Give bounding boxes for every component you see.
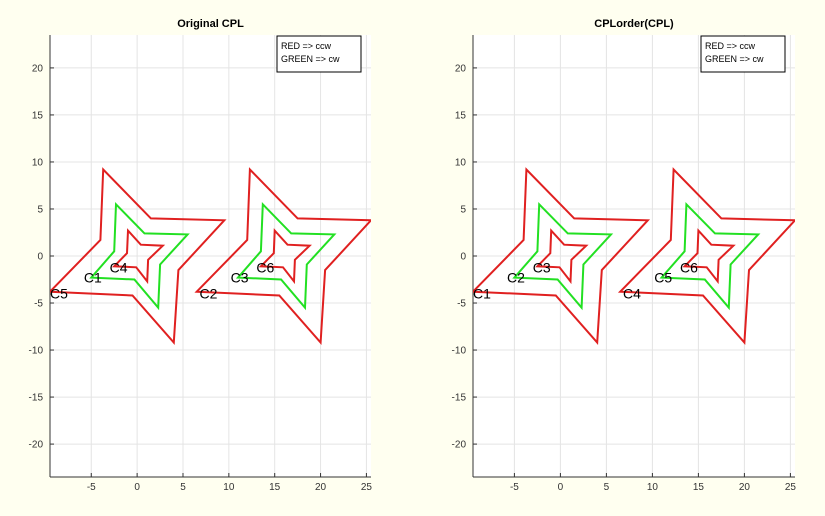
x-tick-label: -5 bbox=[510, 482, 519, 493]
contour-label: C3 bbox=[231, 270, 249, 286]
legend: RED => ccw GREEN => cw bbox=[276, 35, 362, 73]
contour-line-2 bbox=[89, 201, 190, 311]
legend-entry: GREEN => cw bbox=[705, 54, 764, 64]
contour-label: C3 bbox=[533, 259, 551, 275]
x-tick-label: 15 bbox=[269, 482, 281, 493]
x-tick-label: 0 bbox=[134, 482, 140, 493]
y-tick-label: -20 bbox=[29, 440, 44, 451]
x-tick-label: 20 bbox=[315, 482, 327, 493]
x-tick-label: 10 bbox=[223, 482, 235, 493]
x-tick-label: 5 bbox=[604, 482, 610, 493]
contour-label: C2 bbox=[199, 286, 217, 302]
contour-line-3 bbox=[535, 228, 589, 285]
contour-line-4 bbox=[194, 167, 371, 345]
contour-line-5 bbox=[659, 201, 761, 311]
y-tick-label: 10 bbox=[32, 157, 44, 168]
y-tick-label: 5 bbox=[460, 204, 466, 215]
contour-label: C2 bbox=[507, 270, 525, 286]
contour-label: C1 bbox=[473, 286, 491, 302]
y-tick-label: 20 bbox=[455, 63, 467, 74]
legend-entry: RED => ccw bbox=[281, 41, 332, 51]
legend-box bbox=[276, 35, 362, 73]
y-tick-label: 5 bbox=[37, 204, 43, 215]
chart-title: Original CPL bbox=[177, 18, 244, 30]
y-tick-label: -5 bbox=[457, 299, 466, 310]
contour-line-2 bbox=[512, 201, 614, 311]
x-tick-label: 10 bbox=[647, 482, 659, 493]
y-tick-label: -15 bbox=[29, 393, 44, 404]
y-tick-label: 0 bbox=[37, 252, 43, 263]
y-tick-label: -20 bbox=[452, 440, 467, 451]
x-tick-label: 0 bbox=[558, 482, 564, 493]
legend-entry: RED => ccw bbox=[705, 41, 756, 51]
legend: RED => ccw GREEN => cw bbox=[700, 35, 786, 73]
legend-box bbox=[700, 35, 786, 73]
x-tick-label: 20 bbox=[739, 482, 751, 493]
contour-line-1 bbox=[473, 167, 651, 345]
contour-label: C6 bbox=[680, 259, 698, 275]
x-tick-label: 5 bbox=[180, 482, 186, 493]
contour-line-6 bbox=[258, 228, 312, 285]
x-tick-label: 25 bbox=[785, 482, 797, 493]
contour-line-3 bbox=[111, 228, 166, 285]
x-tick-label: 15 bbox=[693, 482, 705, 493]
y-tick-label: 10 bbox=[455, 157, 467, 168]
axes-1: -5 0 5 10 15 20 25 -20 -15 -10 -5 0 5 10 15 20 Original … bbox=[29, 18, 373, 493]
y-tick-label: -5 bbox=[34, 299, 43, 310]
contour-label: C4 bbox=[623, 286, 641, 302]
chart-title: CPLorder(CPL) bbox=[594, 18, 674, 30]
series-group bbox=[473, 167, 795, 345]
y-tick-label: 0 bbox=[460, 252, 466, 263]
contour-line-6 bbox=[682, 228, 736, 285]
legend-entry: GREEN => cw bbox=[281, 54, 340, 64]
contour-line-4 bbox=[617, 167, 795, 345]
contour-label: C1 bbox=[84, 270, 102, 286]
y-tick-label: -15 bbox=[452, 393, 467, 404]
series-group bbox=[50, 167, 371, 345]
y-tick-label: 20 bbox=[32, 63, 44, 74]
y-tick-label: -10 bbox=[452, 346, 467, 357]
x-tick-label: -5 bbox=[87, 482, 96, 493]
axes-2: -5 0 5 10 15 20 25 -20 -15 -10 -5 0 5 10 15 20 CPLorder(… bbox=[452, 18, 797, 493]
y-tick-label: 15 bbox=[32, 110, 44, 121]
x-tick-label: 25 bbox=[361, 482, 373, 493]
y-tick-label: 15 bbox=[455, 110, 467, 121]
contour-line-5 bbox=[235, 201, 337, 311]
contour-label: C4 bbox=[110, 259, 128, 275]
contour-label: C6 bbox=[256, 259, 274, 275]
y-tick-label: -10 bbox=[29, 346, 44, 357]
contour-line-1 bbox=[50, 167, 227, 345]
contour-label: C5 bbox=[50, 286, 68, 302]
contour-label: C5 bbox=[654, 270, 672, 286]
